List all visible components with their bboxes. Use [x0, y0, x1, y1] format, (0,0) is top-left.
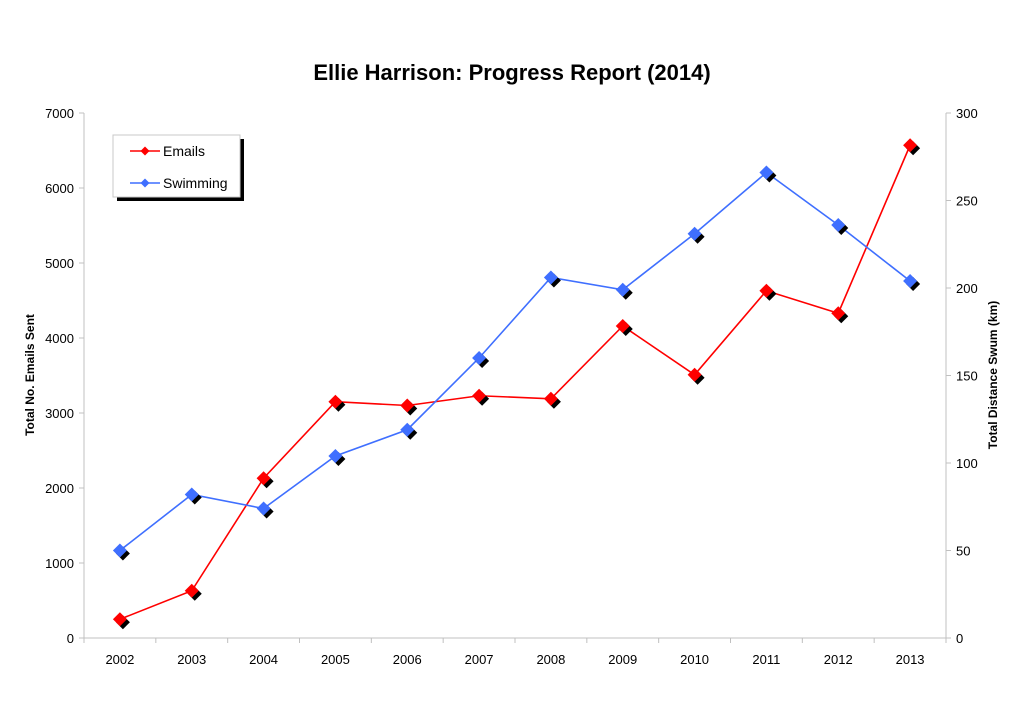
y2-tick-label: 200 [956, 281, 978, 296]
x-tick-label: 2004 [249, 652, 278, 667]
x-tick-label: 2008 [536, 652, 565, 667]
data-point [400, 422, 415, 437]
legend-marker [140, 178, 150, 188]
y-axis-label: Total No. Emails Sent [23, 314, 37, 436]
y2-tick-label: 250 [956, 194, 978, 209]
data-point [615, 282, 630, 297]
data-point [831, 218, 846, 232]
chart-title: Ellie Harrison: Progress Report (2014) [313, 60, 710, 85]
x-tick-label: 2003 [177, 652, 206, 667]
data-point [543, 391, 558, 406]
data-point [256, 471, 271, 486]
data-point [543, 270, 558, 285]
y-tick-label: 4000 [45, 331, 74, 346]
x-tick-label: 2006 [393, 652, 422, 667]
series-swimming [112, 165, 921, 561]
data-point [615, 319, 630, 333]
legend-box [112, 134, 241, 198]
data-point [472, 351, 487, 365]
data-point [112, 543, 127, 558]
data-point [256, 501, 271, 516]
y2-tick-label: 50 [956, 544, 970, 559]
data-point [831, 306, 846, 321]
data-point [184, 487, 199, 502]
legend-label: Swimming [163, 175, 228, 191]
x-tick-label: 2013 [896, 652, 925, 667]
y-tick-label: 7000 [45, 106, 74, 121]
data-point [184, 583, 199, 598]
legend: Emails Swimming [112, 134, 244, 201]
data-point [472, 388, 487, 403]
legend-item-swimming: Swimming [130, 175, 228, 191]
x-tick-label: 2009 [608, 652, 637, 667]
legend-item-emails: Emails [130, 143, 205, 159]
x-tick-label: 2011 [752, 652, 780, 667]
y-tick-label: 2000 [45, 481, 74, 496]
legend-marker [140, 146, 150, 156]
data-point [112, 612, 127, 627]
x-tick-label: 2005 [321, 652, 350, 667]
y2-axis-label: Total Distance Swum (km) [986, 301, 1000, 449]
data-point [687, 367, 702, 382]
y2-tick-label: 150 [956, 369, 978, 384]
data-point [328, 449, 343, 463]
x-tick-label: 2010 [680, 652, 709, 667]
y2-tick-label: 100 [956, 456, 978, 471]
y-tick-label: 3000 [45, 406, 74, 421]
data-point [400, 398, 415, 413]
series-emails [112, 138, 921, 630]
data-point [759, 165, 774, 180]
series-line [119, 144, 911, 620]
legend-label: Emails [163, 143, 205, 159]
y2-tick-label: 300 [956, 106, 978, 121]
data-point [903, 138, 918, 153]
x-tick-label: 2007 [465, 652, 494, 667]
data-point [759, 283, 774, 298]
y2-tick-label: 0 [956, 631, 963, 646]
x-tick-label: 2002 [105, 652, 134, 667]
plot-area [112, 138, 921, 630]
data-point [687, 226, 702, 241]
data-point [903, 274, 918, 288]
axes: 0 1000 2000 3000 4000 5000 6000 7000 0 50 100 150 20… [45, 106, 978, 667]
y-tick-label: 0 [67, 631, 74, 646]
series-line [119, 171, 911, 552]
y-tick-label: 1000 [45, 556, 74, 571]
y-tick-label: 6000 [45, 181, 74, 196]
y-tick-label: 5000 [45, 256, 74, 271]
data-point [328, 394, 343, 409]
x-tick-label: 2012 [824, 652, 853, 667]
